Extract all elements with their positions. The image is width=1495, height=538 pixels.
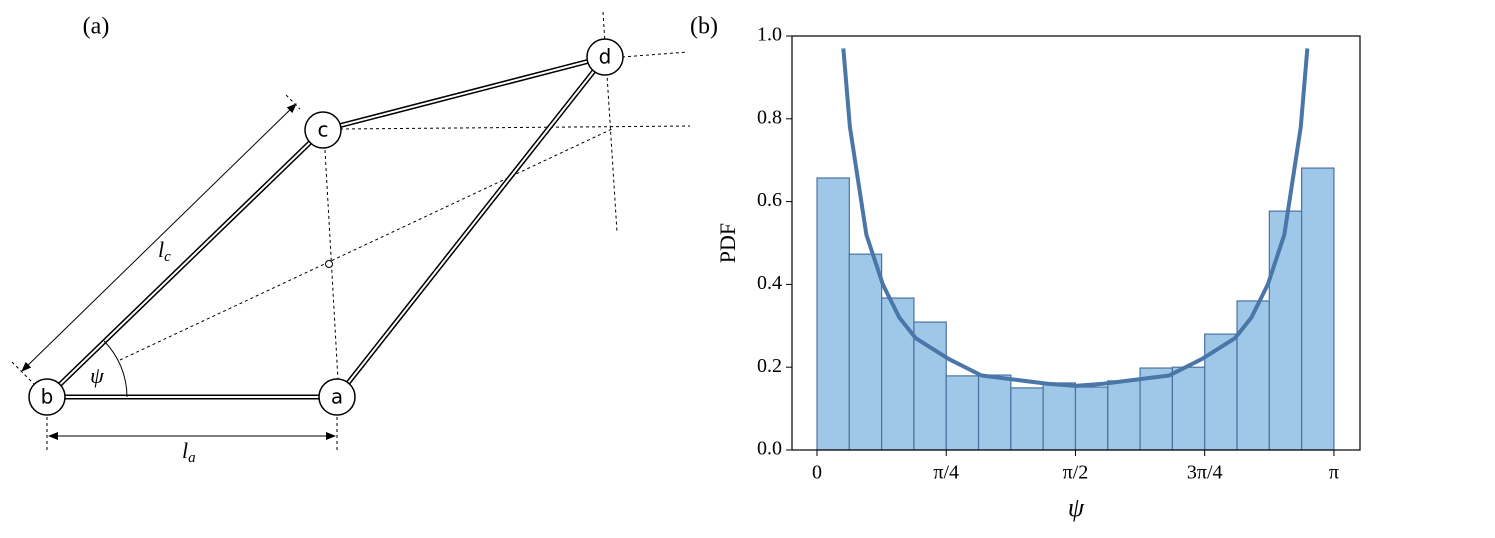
- x-tick-label: 3π/4: [1187, 462, 1223, 484]
- y-tick-label: 0.6: [757, 189, 782, 211]
- bar: [1107, 380, 1141, 451]
- length-subscript: c: [164, 249, 171, 265]
- diagram: (a) ψ lc la a b c d: [11, 11, 691, 466]
- node-label: c: [318, 118, 329, 142]
- node-label: d: [599, 45, 612, 69]
- y-tick-label: 0.4: [757, 272, 782, 294]
- bar: [945, 375, 980, 451]
- length-label: la: [182, 438, 196, 466]
- dashed-line: [339, 125, 691, 130]
- node-label: a: [331, 385, 343, 409]
- x-tick-label: π/2: [1063, 462, 1089, 484]
- chart: (b) ψ PDF 0.0 0.2 0.4 0.6 0.8 1.0 0 π/4 π/2 3π/4 π: [690, 14, 1361, 522]
- bar: [1204, 333, 1238, 451]
- pdf-curve: [841, 48, 1310, 388]
- y-tick-label: 0.8: [757, 106, 782, 128]
- node: d: [586, 38, 624, 76]
- angle-label: ψ: [90, 363, 104, 388]
- y-tick-label: 0.0: [757, 438, 782, 460]
- bar: [848, 253, 883, 451]
- x-axis-label: ψ: [1068, 493, 1085, 522]
- x-tick-label: π: [1329, 462, 1339, 484]
- bar: [1268, 210, 1303, 451]
- bar: [1139, 367, 1173, 451]
- midpoint: [325, 260, 333, 268]
- node: b: [28, 378, 66, 416]
- length-symbol: l: [182, 438, 188, 463]
- dimension-arrow: [21, 103, 297, 372]
- plot-frame: [791, 35, 1361, 451]
- bar: [1301, 167, 1335, 451]
- bar: [1074, 386, 1109, 451]
- panel-label: (b): [690, 14, 718, 40]
- node: a: [318, 378, 356, 416]
- x-tick-label: π/4: [933, 462, 959, 484]
- bar: [1171, 366, 1206, 451]
- y-axis-label: PDF: [715, 223, 740, 263]
- y-tick-label: 1.0: [757, 24, 782, 46]
- length-label: lc: [158, 237, 171, 265]
- y-tick-label: 0.2: [757, 355, 782, 377]
- extension-line: [11, 361, 35, 385]
- bar: [977, 374, 1012, 451]
- node: c: [304, 111, 342, 149]
- node-label: b: [41, 385, 54, 409]
- bar: [881, 297, 915, 451]
- bar: [816, 177, 850, 451]
- panel-label: (a): [83, 14, 110, 40]
- bar: [1236, 300, 1270, 451]
- bar: [1042, 382, 1077, 451]
- bar: [913, 321, 947, 451]
- bar: [1010, 387, 1044, 451]
- x-tick-label: 0: [812, 462, 822, 484]
- dashed-line: [119, 128, 613, 361]
- dashed-line: [621, 51, 689, 58]
- length-symbol: l: [158, 237, 164, 262]
- rods: [45, 54, 607, 400]
- length-subscript: a: [188, 450, 196, 466]
- angle-arc: [103, 340, 128, 398]
